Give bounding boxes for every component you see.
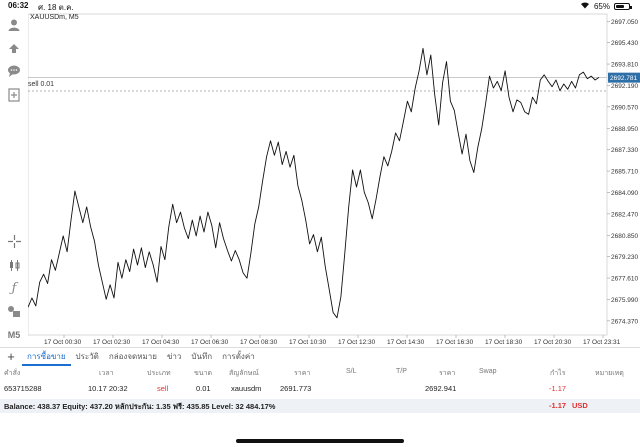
indicators-icon[interactable]: ƒ [11, 280, 17, 296]
y-tick-label: 2675.990 [611, 297, 638, 304]
currency-label: USD [572, 401, 588, 410]
order-current-price: 2692.941 [425, 384, 457, 393]
chart-toolbar: ƒ M5 [0, 12, 28, 342]
x-tick-label: 17 Oct 02:30 [93, 339, 131, 346]
plot-frame [27, 13, 608, 336]
col-swap: Swap [479, 368, 497, 375]
current-price-badge [608, 72, 640, 83]
timeframe-button[interactable]: M5 [7, 330, 21, 340]
x-tick-label: 17 Oct 04:30 [142, 339, 180, 346]
candlestick-icon[interactable] [5, 256, 23, 274]
y-tick-label: 2677.610 [611, 276, 638, 283]
wifi-icon [580, 1, 590, 11]
y-tick-label: 2684.090 [611, 190, 638, 197]
col-tp: T/P [396, 368, 407, 375]
tab-journal[interactable]: บันทึก [191, 351, 213, 361]
status-date: ศ. 18 ต.ค. [38, 3, 74, 12]
col-symbol: สัญลักษณ์ [229, 370, 259, 377]
new-order-icon[interactable] [5, 86, 23, 104]
chart-canvas[interactable]: 2697.050 2695.430 2693.810 2692.190 2690.570… [27, 12, 640, 347]
y-tick-label: 2693.810 [611, 62, 638, 69]
tab-trade[interactable]: การซื้อขาย [22, 348, 71, 366]
col-type: ประเภท [147, 370, 171, 377]
col-current-price: ราคา [439, 370, 456, 377]
x-tick-label: 17 Oct 14:30 [387, 339, 425, 346]
status-right: 65% [580, 1, 632, 11]
balance-bar: Balance: 438.37 Equity: 437.20 หลักประกั… [0, 399, 640, 413]
col-order: คำสั่ง [4, 370, 21, 377]
y-tick-label: 2692.190 [611, 83, 638, 90]
home-indicator [236, 439, 404, 443]
y-tick-label: 2697.050 [611, 19, 638, 26]
objects-icon[interactable] [5, 302, 23, 320]
col-sl: S/L [346, 368, 357, 375]
order-time: 10.17 20:32 [88, 384, 128, 393]
price-line [27, 47, 600, 319]
col-price: ราคา [294, 370, 311, 377]
x-tick-label: 17 Oct 18:30 [485, 339, 523, 346]
sell-line-label: sell 0.01 [28, 81, 55, 88]
y-tick-label: 2695.430 [611, 40, 638, 47]
price-line-layer [27, 47, 600, 319]
tab-news[interactable]: ข่าว [166, 351, 182, 361]
order-open-price: 2691.773 [280, 384, 312, 393]
x-tick-label: 17 Oct 12:30 [338, 339, 376, 346]
battery-percent: 65% [593, 1, 610, 11]
x-tick-label: 17 Oct 23:31 [583, 339, 621, 346]
order-size: 0.01 [196, 384, 211, 393]
chat-icon[interactable] [5, 62, 23, 80]
y-tick-label: 2680.850 [611, 233, 638, 240]
y-tick-label: 2688.950 [611, 126, 638, 133]
col-size: ขนาด [194, 370, 213, 377]
tab-mailbox[interactable]: กล่องจดหมาย [108, 351, 157, 361]
trade-icon[interactable] [5, 39, 23, 57]
price-chart[interactable]: 2697.050 2695.430 2693.810 2692.190 2690.570… [27, 12, 640, 347]
x-tick-label: 17 Oct 20:30 [534, 339, 572, 346]
col-profit: กำไร [550, 370, 566, 377]
x-tick-label: 17 Oct 10:30 [289, 339, 327, 346]
order-profit: -1.17 [549, 384, 567, 393]
battery-fill [616, 4, 625, 8]
order-symbol: xauusdm [231, 384, 262, 393]
y-tick-label: 2687.330 [611, 147, 638, 154]
order-ticket: 653715288 [4, 384, 42, 393]
table-row[interactable]: 653715288 10.17 20:32 sell 0.01 xauusdm … [0, 381, 640, 399]
col-comment: หมายเหตุ [595, 370, 624, 377]
x-tick-label: 17 Oct 08:30 [240, 339, 278, 346]
col-time: เวลา [99, 370, 114, 377]
x-tick-label: 17 Oct 06:30 [191, 339, 229, 346]
orders-header: คำสั่ง เวลา ประเภท ขนาด สัญลักษณ์ ราคา S… [0, 365, 640, 381]
status-bar: 06:32 ศ. 18 ต.ค. 65% [0, 0, 640, 12]
y-tick-label: 2679.230 [611, 254, 638, 261]
status-time: 06:32 [8, 1, 29, 10]
battery-icon [614, 2, 632, 10]
y-axis-ticks: 2697.050 2695.430 2693.810 2692.190 2690.570… [607, 19, 640, 325]
x-axis-ticks: 17 Oct 00:30 17 Oct 02:30 17 Oct 04:30 17 O… [44, 335, 621, 346]
current-price-label: 2692.781 [610, 75, 637, 82]
add-icon[interactable]: + [7, 349, 15, 364]
y-tick-label: 2685.710 [611, 169, 638, 176]
total-profit: -1.17 [549, 401, 567, 410]
y-tick-label: 2674.370 [611, 318, 638, 325]
terminal-tabs: + การซื้อขาย ประวัติ กล่องจดหมาย ข่าว บั… [0, 347, 640, 366]
account-icon[interactable] [5, 16, 23, 34]
crosshair-icon[interactable] [5, 232, 23, 250]
x-tick-label: 17 Oct 00:30 [44, 339, 82, 346]
y-tick-label: 2682.470 [611, 211, 638, 218]
chart-title: XAUUSDm, M5 [30, 14, 79, 21]
balance-text: Balance: 438.37 Equity: 437.20 หลักประกั… [4, 402, 276, 411]
x-tick-label: 17 Oct 16:30 [436, 339, 474, 346]
tab-history[interactable]: ประวัติ [75, 351, 99, 361]
order-type: sell [157, 384, 169, 393]
y-tick-label: 2690.570 [611, 104, 638, 111]
chart-grid [27, 13, 608, 336]
tab-settings[interactable]: การตั้งค่า [222, 351, 255, 361]
